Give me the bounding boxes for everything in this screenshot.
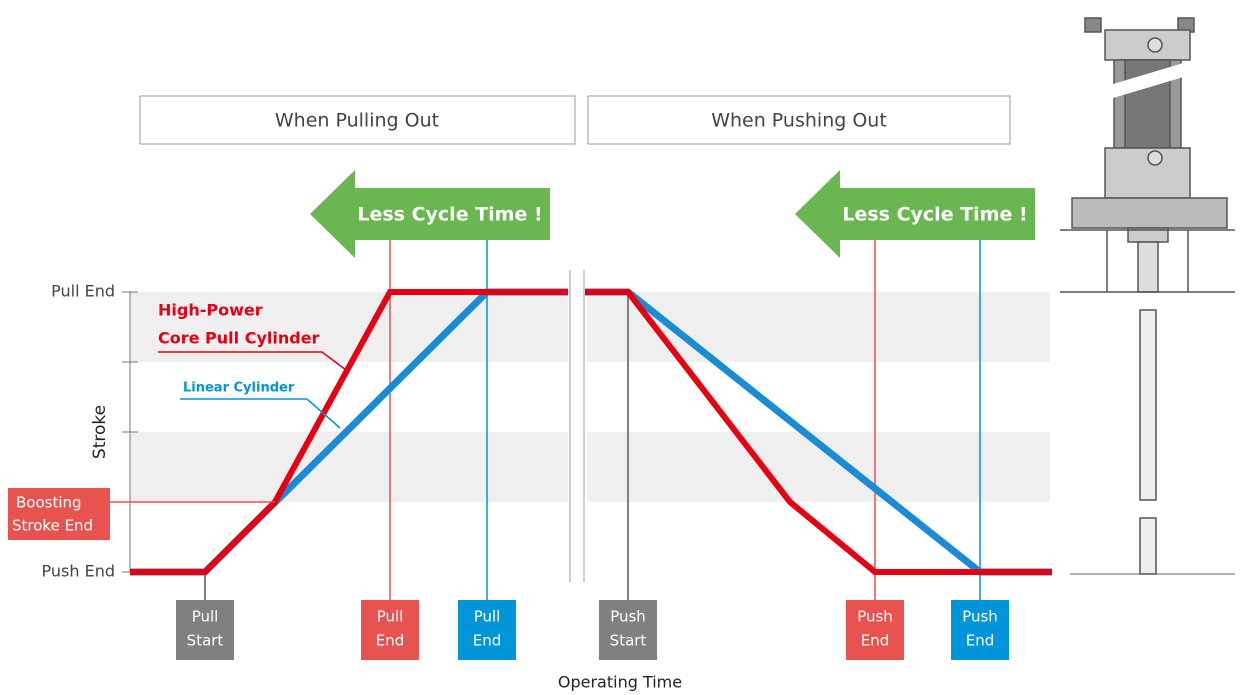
marker-label: End <box>861 632 890 650</box>
marker-box <box>361 600 419 660</box>
y-label: Pull End <box>51 282 115 301</box>
band <box>130 292 1050 362</box>
arrow-banner <box>795 170 1035 258</box>
marker-labels: Pull Start Pull End Pull End Push Start Push End P… <box>176 600 1009 660</box>
callout: Stroke End <box>12 517 93 535</box>
banner-text: Less Cycle Time ! <box>357 204 542 226</box>
marker-label: Start <box>187 632 224 650</box>
callout: Boosting <box>16 494 82 512</box>
callout-box <box>8 488 110 540</box>
marker-box <box>599 600 657 660</box>
banner-text: Less Cycle Time ! <box>842 204 1027 226</box>
band <box>130 432 1050 502</box>
power-curve <box>585 289 1052 575</box>
marker-label: Pull <box>192 608 219 626</box>
header: When Pushing Out <box>711 110 887 132</box>
marker-label: Start <box>610 632 647 650</box>
marker-label: Pull <box>377 608 404 626</box>
marker-label: Push <box>857 608 893 626</box>
y-label: Push End <box>42 562 115 581</box>
callout-line <box>158 351 347 371</box>
header-box <box>139 95 576 145</box>
callout: Core Pull Cylinder <box>158 329 320 348</box>
marker-label: End <box>473 632 502 650</box>
cylinder-illustration <box>1060 17 1235 575</box>
marker-box <box>846 600 904 660</box>
callout: Linear Cylinder <box>183 381 295 396</box>
marker-label: End <box>376 632 405 650</box>
callout-line <box>180 398 341 429</box>
marker-label: Push <box>610 608 646 626</box>
x-title: Operating Time <box>558 673 682 692</box>
y-title: Stroke <box>90 405 110 459</box>
callout: High-Power <box>158 301 263 320</box>
marker-lines <box>204 240 981 600</box>
arrow-banner <box>310 170 550 258</box>
header: When Pulling Out <box>275 110 439 132</box>
marker-label: End <box>966 632 995 650</box>
cut <box>1100 58 1200 102</box>
marker-box <box>951 600 1009 660</box>
marker-label: Pull <box>474 608 501 626</box>
marker-box <box>176 600 234 660</box>
gap <box>568 240 587 585</box>
marker-label: Push <box>962 608 998 626</box>
marker-box <box>458 600 516 660</box>
header-box <box>587 95 1011 145</box>
